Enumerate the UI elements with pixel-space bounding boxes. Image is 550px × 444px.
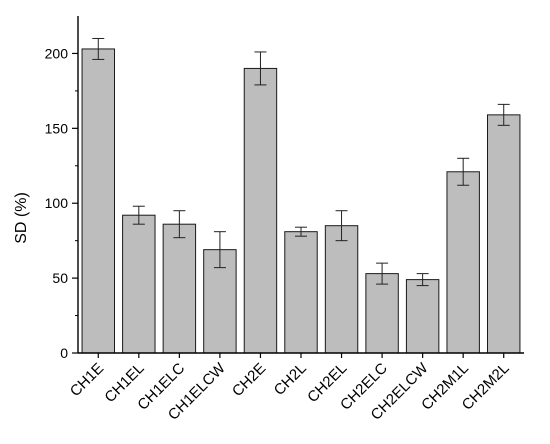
y-axis-label: SD (%) bbox=[13, 192, 30, 244]
bar-ch2l bbox=[284, 231, 318, 354]
bar-ch2elc bbox=[365, 273, 399, 354]
bar-ch1el bbox=[122, 214, 156, 354]
bar-ch1elc bbox=[162, 223, 197, 354]
bar-ch2el bbox=[324, 225, 359, 354]
bar-ch1e bbox=[81, 48, 115, 354]
y-tick-label: 200 bbox=[45, 45, 69, 61]
bar-ch2elcw bbox=[405, 279, 440, 354]
y-tick-label: 50 bbox=[52, 270, 68, 286]
y-tick-label: 150 bbox=[45, 120, 69, 136]
y-tick-label: 100 bbox=[45, 195, 69, 211]
x-tick-label: CH2E bbox=[229, 360, 269, 400]
y-tick-label: 0 bbox=[60, 345, 68, 361]
bar-ch2e bbox=[243, 67, 278, 354]
bar-ch2m1l bbox=[446, 171, 480, 354]
bar-ch2m2l bbox=[487, 114, 521, 354]
